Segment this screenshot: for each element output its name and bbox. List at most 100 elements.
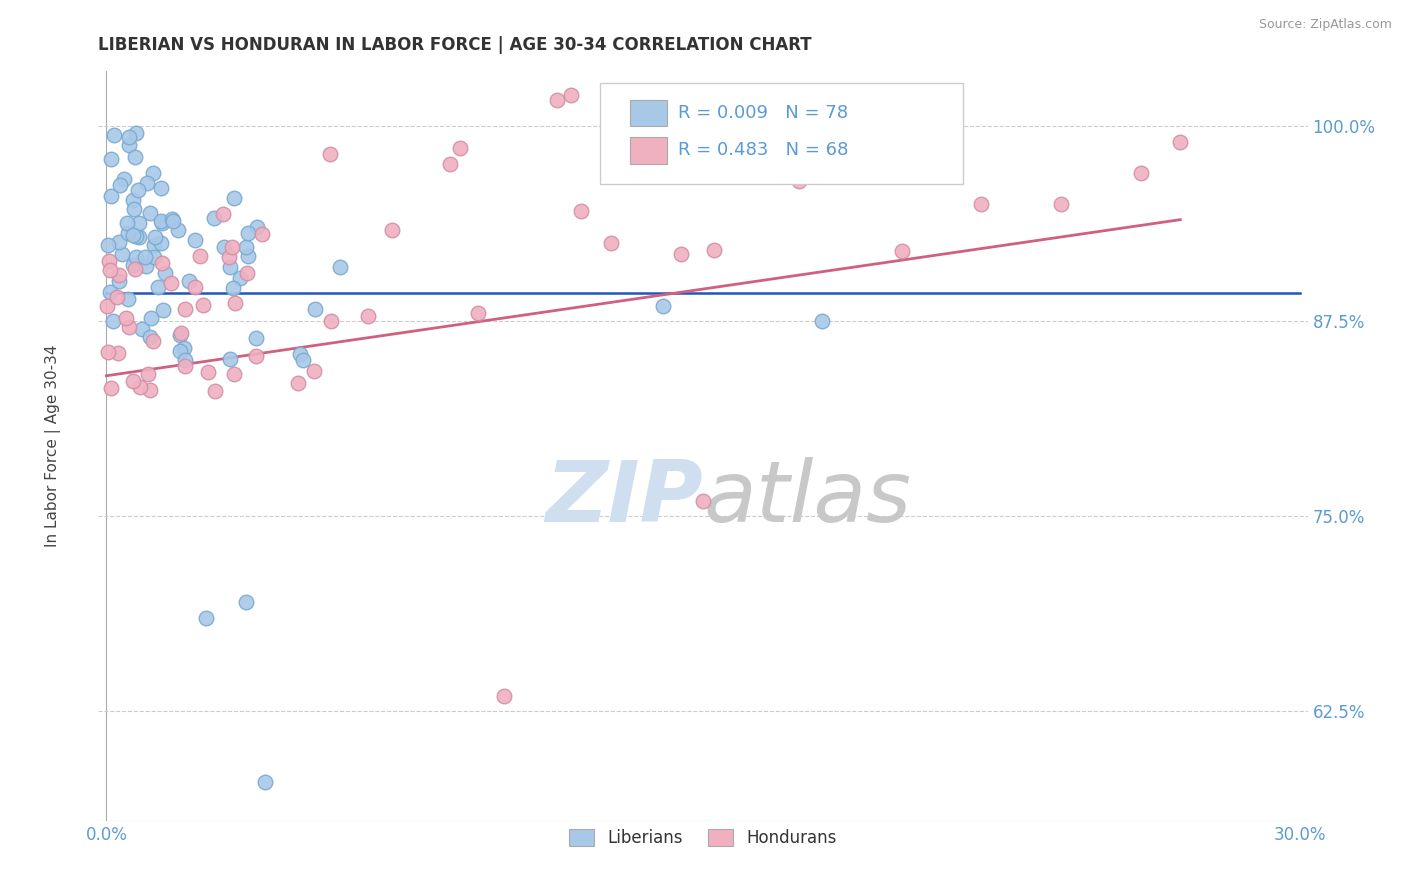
Point (202, 211, 225, 225)
Text: R = 0.009   N = 78: R = 0.009 N = 78 (678, 103, 848, 121)
Point (546, 94, 568, 108)
Point (122, 193, 145, 207)
Point (98, 262, 121, 277)
Point (799, 87, 821, 102)
Point (114, 311, 136, 326)
Point (128, 230, 150, 244)
Point (179, 274, 201, 288)
Point (166, 222, 188, 236)
Point (250, 227, 273, 242)
Point (118, 320, 141, 334)
Point (142, 166, 165, 180)
Point (162, 212, 184, 227)
Point (170, 326, 193, 340)
Point (236, 249, 259, 263)
Point (221, 240, 243, 254)
Point (218, 351, 240, 366)
Point (101, 313, 124, 327)
Point (214, 240, 236, 254)
Point (828, 87, 851, 102)
Point (319, 147, 342, 161)
Point (98, 254, 121, 268)
Point (357, 309, 380, 323)
Point (98, 285, 121, 300)
Point (117, 292, 139, 306)
Point (121, 228, 143, 243)
Point (222, 367, 245, 381)
Point (125, 250, 148, 264)
Point (108, 268, 131, 282)
Point (254, 774, 277, 789)
Point (238, 226, 260, 240)
Point (669, 127, 692, 141)
Point (139, 383, 162, 397)
Point (970, 197, 993, 211)
Point (152, 303, 174, 318)
Point (219, 260, 242, 275)
Point (669, 247, 692, 261)
Point (381, 222, 404, 236)
Point (287, 376, 309, 390)
Point (204, 384, 226, 399)
Point (194, 610, 217, 624)
Point (1050, 197, 1073, 211)
Point (97, 237, 120, 252)
Point (136, 368, 159, 382)
Point (105, 290, 128, 304)
Point (141, 311, 163, 326)
Point (139, 330, 162, 344)
Point (173, 341, 195, 355)
Point (149, 180, 172, 194)
Point (246, 220, 269, 235)
Point (135, 259, 157, 273)
Point (304, 364, 326, 378)
Point (129, 380, 152, 394)
Point (652, 298, 675, 312)
Point (222, 281, 245, 295)
Point (890, 244, 912, 258)
Point (150, 213, 173, 227)
Point (245, 331, 267, 345)
Text: LIBERIAN VS HONDURAN IN LABOR FORCE | AGE 30-34 CORRELATION CHART: LIBERIAN VS HONDURAN IN LABOR FORCE | AG… (98, 36, 813, 54)
Point (174, 301, 197, 316)
Text: atlas: atlas (703, 457, 911, 540)
Text: Source: ZipAtlas.com: Source: ZipAtlas.com (1258, 18, 1392, 31)
Point (100, 381, 122, 395)
Text: ZIP: ZIP (546, 457, 703, 540)
Point (142, 334, 165, 348)
Point (229, 271, 252, 285)
Point (449, 141, 471, 155)
Point (131, 321, 153, 335)
Point (124, 261, 146, 276)
Point (149, 236, 172, 251)
Point (100, 188, 122, 202)
Point (143, 238, 166, 252)
Point (173, 352, 195, 367)
Point (117, 226, 139, 240)
Point (96, 299, 118, 313)
Point (211, 207, 233, 221)
Point (292, 352, 315, 367)
Point (787, 174, 810, 188)
Point (146, 279, 169, 293)
Point (111, 246, 134, 260)
Point (197, 365, 219, 379)
Point (191, 297, 214, 311)
Point (143, 250, 166, 264)
Text: In Labor Force | Age 30-34: In Labor Force | Age 30-34 (45, 344, 62, 548)
Point (762, 87, 785, 102)
Point (118, 138, 141, 153)
Point (560, 87, 582, 102)
Point (439, 157, 461, 171)
Point (103, 128, 125, 142)
Point (169, 327, 191, 342)
Point (128, 215, 150, 229)
Point (494, 689, 516, 703)
Point (124, 126, 146, 140)
Point (125, 228, 148, 243)
Point (782, 87, 804, 102)
Point (107, 274, 129, 288)
Point (222, 191, 245, 205)
Point (150, 256, 173, 270)
Point (115, 216, 138, 230)
